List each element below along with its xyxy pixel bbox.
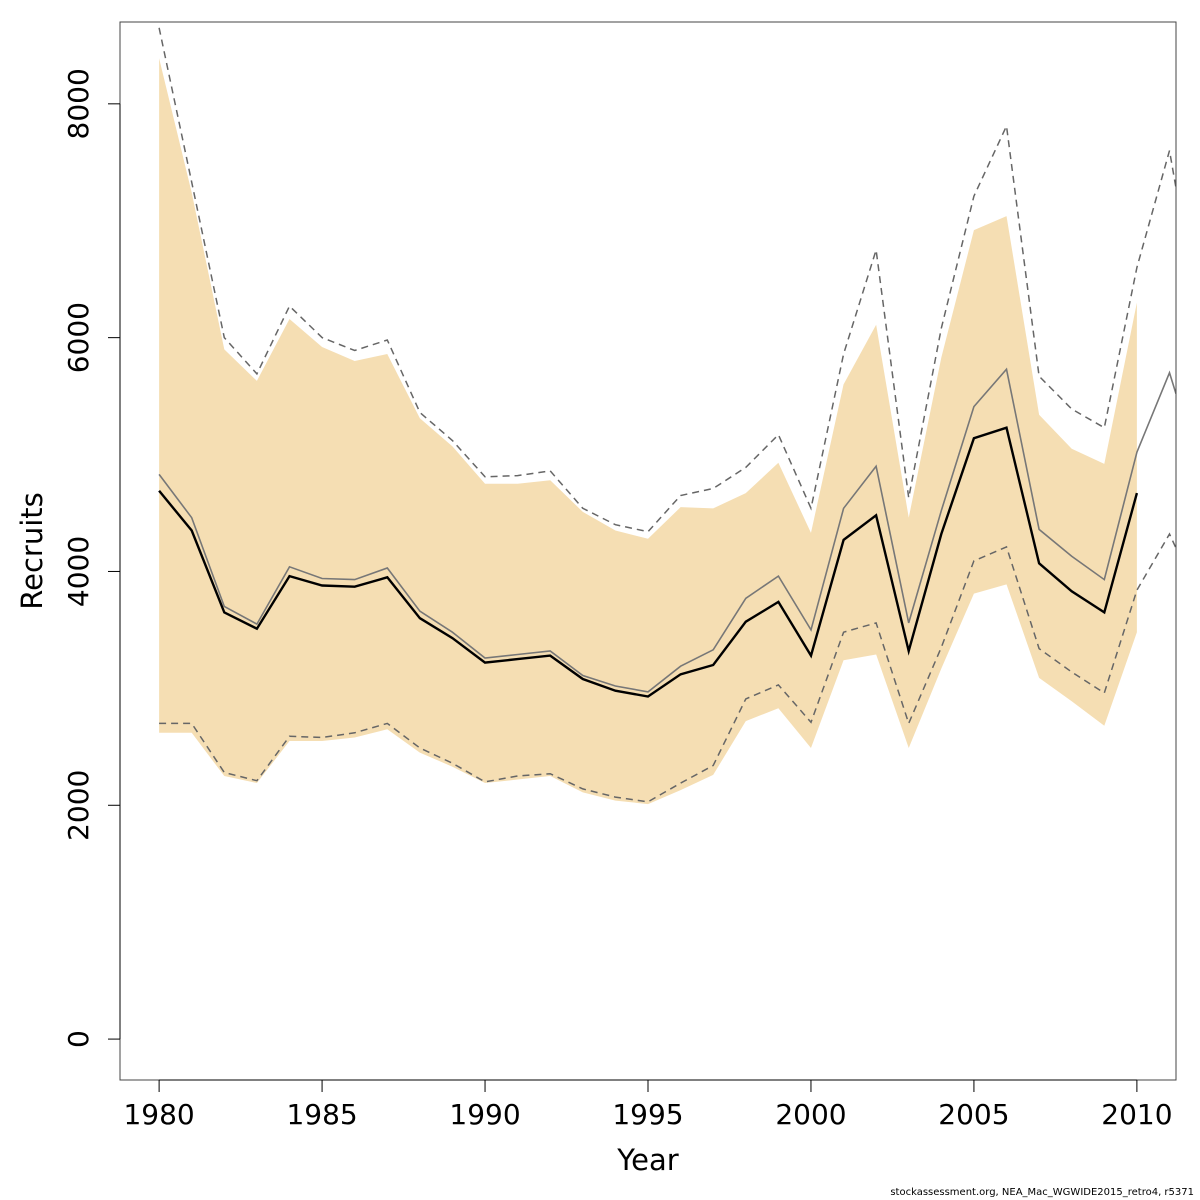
x-tick-label: 1995 <box>612 1098 683 1131</box>
series-line-retro-upper <box>158 27 1176 533</box>
x-tick-label: 2010 <box>1101 1098 1172 1131</box>
x-tick-label: 1980 <box>123 1098 194 1131</box>
x-tick-label: 2005 <box>938 1098 1009 1131</box>
confidence-band-layer <box>159 58 1137 805</box>
y-tick-label: 0 <box>62 1030 95 1048</box>
series-line-final <box>158 426 1139 698</box>
x-tick-label: 1985 <box>286 1098 357 1131</box>
x-axis-title: Year <box>616 1143 678 1177</box>
series-line-retro <box>158 367 1176 693</box>
x-tick-label: 2000 <box>775 1098 846 1131</box>
series-lines-layer <box>158 27 1176 803</box>
confidence-band <box>159 58 1137 805</box>
y-tick-label: 8000 <box>62 68 95 139</box>
y-axis-title: Recruits <box>15 492 49 609</box>
y-tick-label: 4000 <box>62 536 95 607</box>
x-tick-label: 1990 <box>449 1098 520 1131</box>
source-footnote: stockassessment.org, NEA_Mac_WGWIDE2015_… <box>890 1187 1194 1198</box>
y-tick-label: 2000 <box>62 770 95 841</box>
y-tick-label: 6000 <box>62 302 95 373</box>
series-line-retro-lower <box>159 532 1176 803</box>
axes-layer: 1980 1985 1990 1995 2000 2005 2010 0 2000 4000 600… <box>62 68 1173 1131</box>
